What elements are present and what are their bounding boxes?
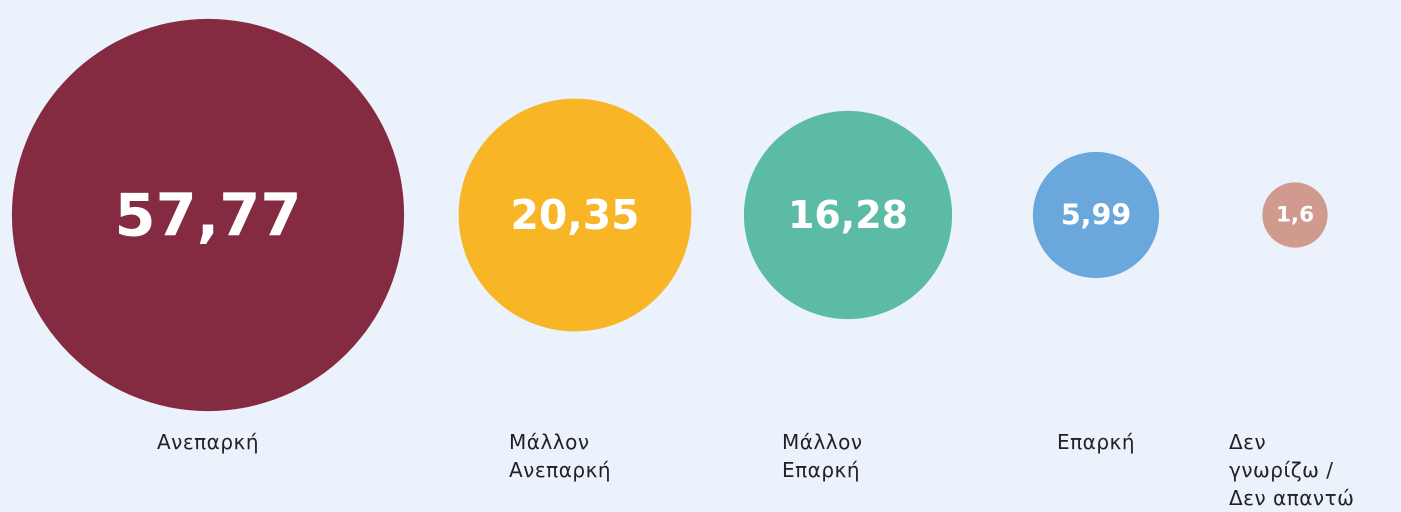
chart: 57,77 20,35 16,28 5,99 1,6 [11, 18, 1328, 412]
bubble [1032, 151, 1160, 279]
category-label-box: Δεν γνωρίζω / Δεν απαντώ [1195, 428, 1395, 512]
bubble [458, 98, 692, 332]
category-label: Ανεπαρκή [156, 430, 260, 454]
value-label: 20,35 [511, 191, 640, 239]
category-label: Δεν γνωρίζω / Δεν απαντώ [1229, 430, 1355, 510]
category-label: Επαρκή [1056, 430, 1136, 454]
category-label-box: Μάλλον Ανεπαρκή [475, 428, 675, 484]
category-label: Μάλλον Ανεπαρκή [509, 430, 612, 482]
bubble [743, 110, 953, 320]
bubble [11, 18, 405, 412]
category-label-box: Ανεπαρκή [108, 428, 308, 456]
bubble [1262, 182, 1328, 248]
value-label: 5,99 [1061, 199, 1131, 232]
category-label-box: Μάλλον Επαρκή [748, 428, 948, 484]
category-label-box: Επαρκή [996, 428, 1196, 456]
value-label: 1,6 [1276, 203, 1314, 228]
value-label: 16,28 [788, 193, 908, 237]
category-label: Μάλλον Επαρκή [782, 430, 863, 482]
value-label: 57,77 [115, 181, 302, 250]
